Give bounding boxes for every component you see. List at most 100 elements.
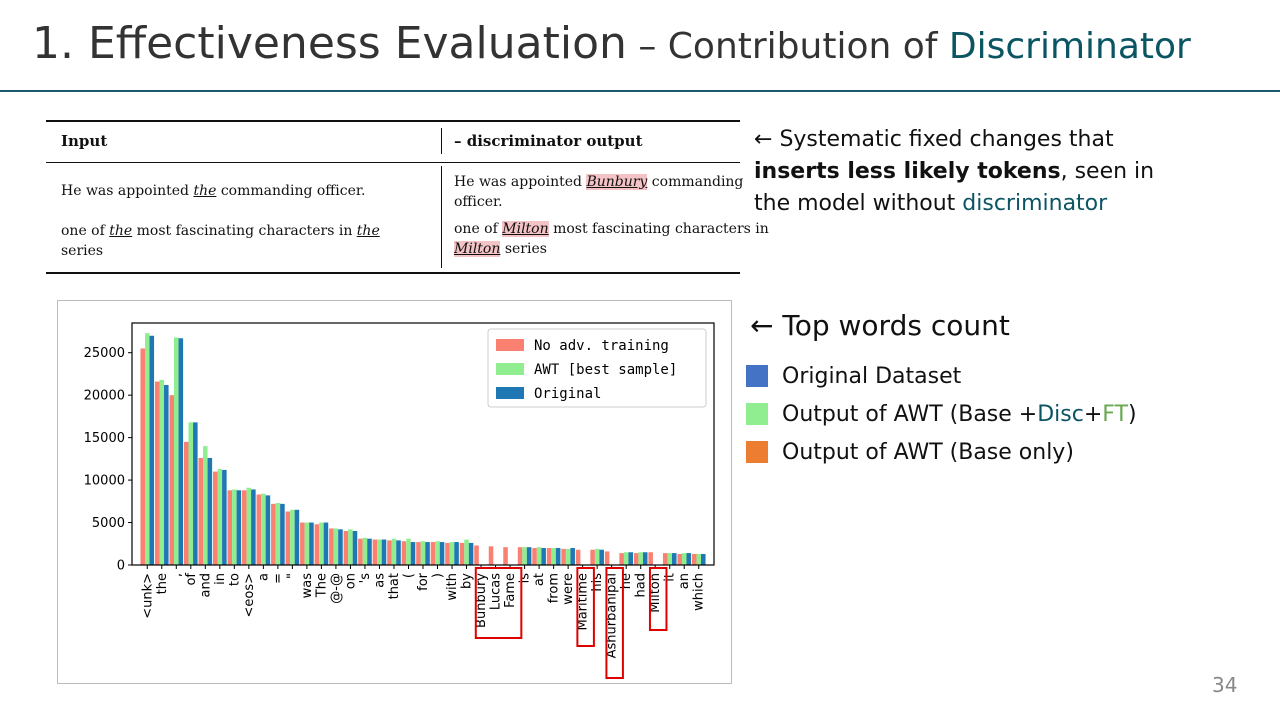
bar <box>358 538 363 565</box>
bar <box>691 553 697 565</box>
legend-swatch <box>746 365 768 387</box>
bar <box>401 541 407 565</box>
table-row-1-output: He was appointed Bunbury commanding offi… <box>454 174 744 210</box>
bar <box>236 490 242 565</box>
x-tick-label: " <box>285 573 300 579</box>
bar <box>648 552 653 565</box>
note-systematic-changes: ← Systematic fixed changes that inserts … <box>754 127 1155 216</box>
bar <box>590 549 595 565</box>
table-header-rule <box>46 162 740 163</box>
bar <box>517 547 523 565</box>
bar <box>198 458 204 565</box>
x-tick-label: is <box>518 573 533 584</box>
x-tick-label: and <box>198 573 213 597</box>
bar <box>541 548 546 565</box>
bar <box>420 541 426 565</box>
bar <box>396 540 401 565</box>
y-tick-label: 10000 <box>84 474 125 489</box>
bar <box>271 503 276 565</box>
x-tick-label: his <box>590 573 605 592</box>
table-row-1-input: He was appointed the commanding officer. <box>61 183 366 199</box>
bar <box>575 549 581 565</box>
x-tick-label: = <box>271 573 286 584</box>
bar <box>662 553 668 565</box>
bar <box>329 528 334 565</box>
x-tick-label: a <box>256 573 271 581</box>
bar <box>633 553 639 565</box>
bar <box>314 524 320 565</box>
bar <box>193 422 198 565</box>
x-tick-label: the <box>155 573 170 594</box>
x-tick-label: that <box>387 573 402 599</box>
bar <box>300 522 305 565</box>
bar <box>526 547 532 565</box>
bar <box>280 503 285 565</box>
bar <box>416 542 421 565</box>
x-tick-label: with <box>445 573 460 601</box>
bar <box>207 458 213 565</box>
bar <box>459 542 465 565</box>
x-tick-label: was <box>300 573 315 599</box>
bar <box>261 493 266 565</box>
x-tick-label: had <box>634 573 649 597</box>
bar <box>377 539 382 565</box>
y-tick-label: 5000 <box>92 516 125 531</box>
bar <box>352 531 358 565</box>
x-tick-label: as <box>372 573 387 588</box>
bar <box>290 509 295 565</box>
bar <box>604 551 610 565</box>
x-tick-label: Fame <box>503 573 518 608</box>
bar <box>343 531 349 565</box>
bar <box>159 379 165 565</box>
title-sub: Contribution of <box>667 26 949 67</box>
x-tick-label: at <box>532 573 547 586</box>
bar <box>164 384 169 565</box>
bar <box>555 548 561 565</box>
bar <box>410 542 416 565</box>
title-divider <box>0 90 1280 92</box>
x-tick-label: Ashurbanipal <box>605 573 620 658</box>
bar <box>372 539 378 565</box>
y-tick-label: 15000 <box>84 431 125 446</box>
bar <box>174 337 179 565</box>
x-tick-label: from <box>547 573 562 603</box>
x-tick-label: 's <box>358 573 373 584</box>
bar <box>425 542 430 565</box>
bar <box>367 538 372 565</box>
bar <box>242 490 247 565</box>
bar <box>551 548 556 565</box>
bar <box>696 553 702 565</box>
legend-original-dataset: Original Dataset <box>746 360 961 392</box>
y-tick-label: 0 <box>117 559 125 574</box>
table-body-vline <box>441 166 442 268</box>
x-tick-label: Lucas <box>489 573 504 610</box>
plot-frame <box>131 322 715 566</box>
bar <box>169 395 175 565</box>
bar <box>256 494 262 565</box>
bar <box>681 553 687 565</box>
bar <box>619 553 624 565</box>
highlight-box <box>605 567 624 679</box>
x-tick-label: ( <box>401 573 416 578</box>
y-tick-label: 20000 <box>84 389 125 404</box>
legend-awt-base-disc-ft: Output of AWT (Base + Disc + FT) <box>746 398 1137 430</box>
highlight-box <box>576 567 595 647</box>
bar <box>686 553 692 565</box>
bar <box>623 552 629 565</box>
legend-label: No adv. training <box>534 338 669 354</box>
bar <box>430 542 436 565</box>
title-accent: Discriminator <box>948 26 1191 67</box>
title-main: 1. Effectiveness Evaluation <box>32 18 627 69</box>
y-tick-label: 25000 <box>84 346 125 361</box>
bar <box>217 469 223 565</box>
example-table: Input – discriminator output He was appo… <box>46 120 769 276</box>
bar <box>406 538 411 565</box>
highlight-box <box>474 567 523 639</box>
x-tick-label: , <box>169 573 184 577</box>
bar <box>667 553 672 565</box>
bar <box>449 542 455 565</box>
bar <box>599 549 604 565</box>
x-tick-label: @-@ <box>329 573 344 604</box>
table-row-2-input: one of the most fascinating characters i… <box>61 223 380 259</box>
bar <box>294 509 300 565</box>
